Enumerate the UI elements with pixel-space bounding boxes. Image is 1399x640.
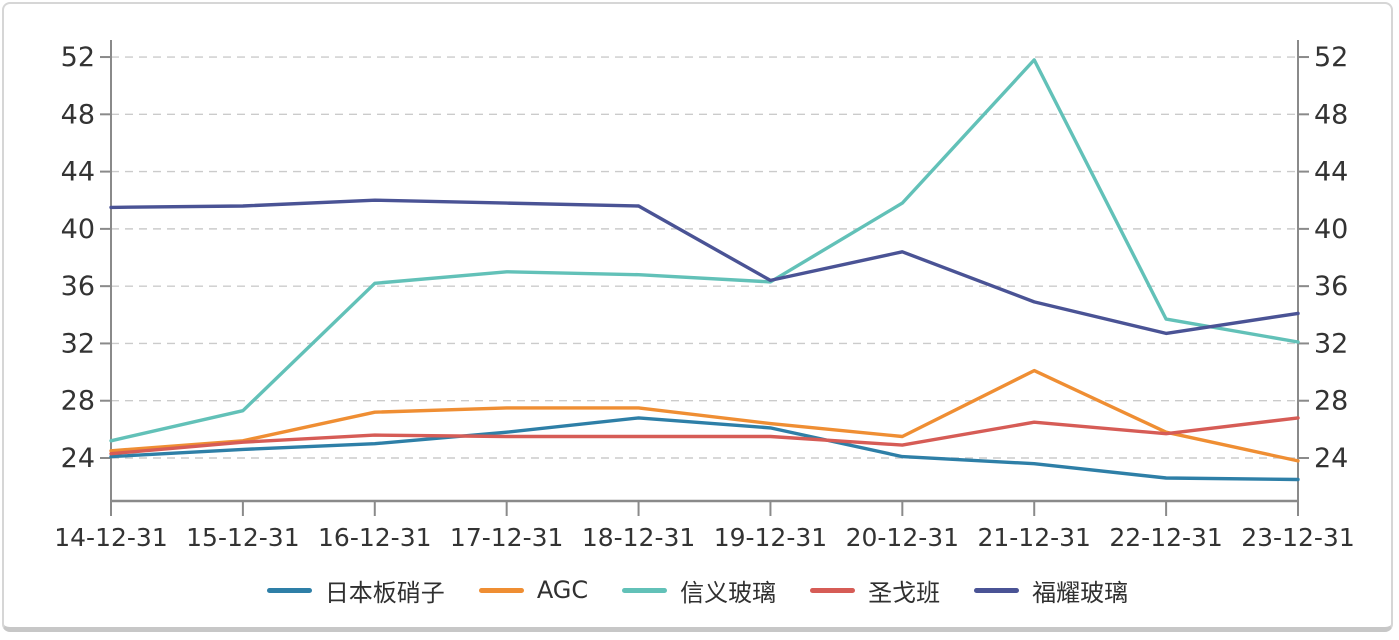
legend-swatch-icon [478, 587, 524, 593]
legend-item-xinyi-glass[interactable]: 信义玻璃 [622, 573, 776, 608]
x-axis-label: 18-12-31 [582, 523, 695, 552]
x-axis-label: 16-12-31 [318, 523, 431, 552]
legend-label: 日本板硝子 [324, 578, 445, 607]
y-axis-label-left: 48 [61, 99, 95, 130]
series-line [109, 368, 1300, 463]
y-axis-label-right: 36 [1314, 271, 1348, 302]
y-axis-label-left: 40 [61, 214, 95, 245]
series-line [109, 416, 1300, 456]
y-axis-label-left: 24 [61, 443, 95, 474]
y-axis-label-right: 40 [1314, 214, 1348, 245]
y-axis-label-left: 28 [61, 386, 95, 417]
legend-swatch-icon [974, 587, 1020, 593]
legend-item-saint-gobain[interactable]: 圣戈班 [810, 573, 940, 608]
legend-label: 圣戈班 [868, 578, 941, 607]
series-line [109, 198, 1300, 336]
legend-item-agc[interactable]: AGC [478, 576, 589, 604]
y-axis-label-right: 28 [1314, 386, 1348, 417]
legend-label: AGC [536, 576, 589, 604]
x-axis-label: 15-12-31 [186, 523, 299, 552]
legend-swatch-icon [622, 587, 668, 593]
x-axis-label: 19-12-31 [714, 523, 827, 552]
legend-swatch-icon [810, 587, 856, 593]
series-line [109, 416, 1300, 482]
x-axis-label: 14-12-31 [54, 523, 167, 552]
x-axis-label: 17-12-31 [450, 523, 563, 552]
legend-item-nippon-sheet-glass[interactable]: 日本板硝子 [266, 573, 445, 608]
y-axis-label-left: 44 [61, 157, 95, 188]
line-chart: 24 24 28 28 32 32 36 36 40 40 44 44 48 48 52 52 14-12-31… [54, 40, 1355, 552]
y-axis-label-right: 48 [1314, 99, 1348, 130]
y-axis-label-left: 32 [61, 328, 95, 359]
legend-swatch-icon [266, 587, 312, 593]
x-axis-label: 21-12-31 [977, 523, 1090, 552]
series-line [109, 58, 1300, 443]
x-axis-label: 20-12-31 [846, 523, 959, 552]
y-axis-label-left: 52 [61, 42, 95, 73]
legend-item-fuyao-glass[interactable]: 福耀玻璃 [974, 573, 1128, 608]
y-axis-label-right: 24 [1314, 443, 1348, 474]
y-axis-label-right: 52 [1314, 42, 1348, 73]
x-axis-label: 22-12-31 [1109, 523, 1222, 552]
chart-card: 24 24 28 28 32 32 36 36 40 40 44 44 48 48 52 52 14-12-31… [2, 2, 1393, 632]
y-axis-label-left: 36 [61, 271, 95, 302]
y-axis-label-right: 32 [1314, 328, 1348, 359]
legend: 日本板硝子 AGC 信义玻璃 圣戈班 福耀玻璃 [4, 570, 1391, 610]
x-axis-label: 23-12-31 [1241, 523, 1354, 552]
legend-label: 信义玻璃 [680, 578, 777, 607]
legend-label: 福耀玻璃 [1032, 578, 1129, 607]
y-axis-label-right: 44 [1314, 157, 1348, 188]
